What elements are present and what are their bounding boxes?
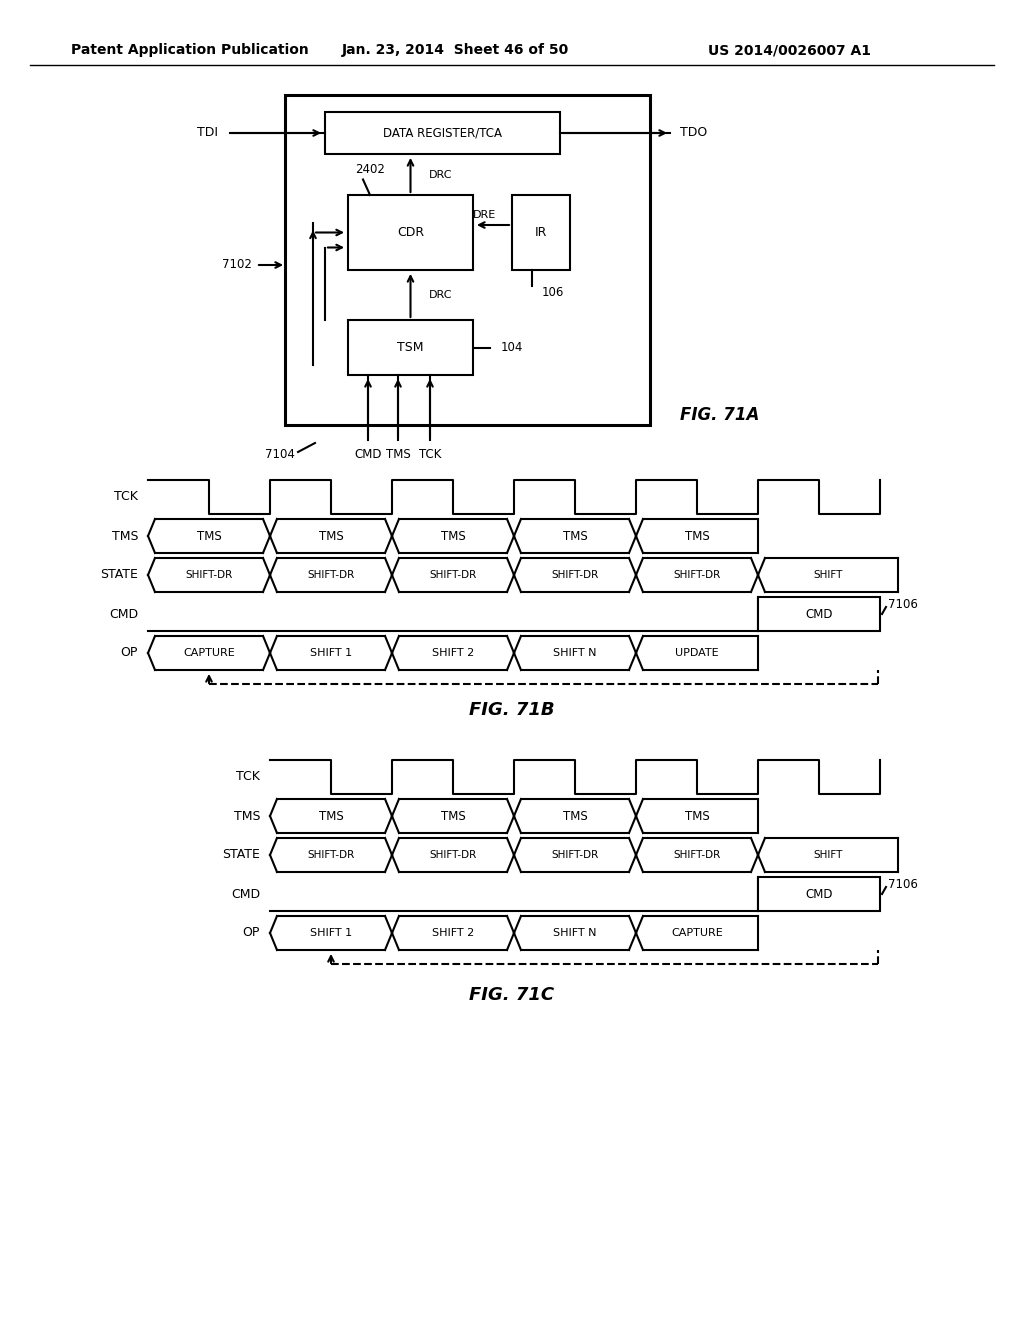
- Text: TMS: TMS: [440, 809, 465, 822]
- Text: CMD: CMD: [230, 887, 260, 900]
- Text: TMS: TMS: [197, 529, 221, 543]
- Text: TMS: TMS: [562, 809, 588, 822]
- Text: CMD: CMD: [805, 887, 833, 900]
- Text: TMS: TMS: [233, 809, 260, 822]
- Text: FIG. 71B: FIG. 71B: [469, 701, 555, 719]
- Text: TMS: TMS: [562, 529, 588, 543]
- Text: 7106: 7106: [888, 598, 918, 611]
- Text: TSM: TSM: [397, 341, 424, 354]
- Text: 2402: 2402: [355, 162, 385, 176]
- Text: TMS: TMS: [685, 809, 710, 822]
- Text: SHIFT-DR: SHIFT-DR: [551, 850, 599, 861]
- Text: CMD: CMD: [805, 607, 833, 620]
- Text: TMS: TMS: [112, 529, 138, 543]
- Text: CDR: CDR: [397, 226, 424, 239]
- Text: CAPTURE: CAPTURE: [671, 928, 723, 939]
- Text: CMD: CMD: [354, 449, 382, 462]
- Text: SHIFT 1: SHIFT 1: [310, 928, 352, 939]
- Bar: [512, 195, 570, 271]
- Text: DATA REGISTER/TCA: DATA REGISTER/TCA: [383, 127, 502, 140]
- Text: CAPTURE: CAPTURE: [183, 648, 234, 657]
- Text: TCK: TCK: [419, 449, 441, 462]
- Text: TMS: TMS: [440, 529, 465, 543]
- Bar: [348, 195, 473, 271]
- Text: TMS: TMS: [386, 449, 411, 462]
- Text: SHIFT-DR: SHIFT-DR: [307, 850, 354, 861]
- Bar: [285, 95, 650, 425]
- Text: SHIFT: SHIFT: [813, 570, 843, 579]
- Text: OP: OP: [121, 647, 138, 660]
- Text: SHIFT-DR: SHIFT-DR: [307, 570, 354, 579]
- Text: SHIFT 1: SHIFT 1: [310, 648, 352, 657]
- Text: DRE: DRE: [473, 210, 496, 220]
- Text: SHIFT N: SHIFT N: [553, 648, 597, 657]
- Text: SHIFT-DR: SHIFT-DR: [674, 850, 721, 861]
- Text: Jan. 23, 2014  Sheet 46 of 50: Jan. 23, 2014 Sheet 46 of 50: [341, 44, 568, 57]
- Text: TDO: TDO: [680, 127, 708, 140]
- Text: DRC: DRC: [428, 290, 452, 300]
- Text: TCK: TCK: [114, 491, 138, 503]
- Text: 106: 106: [542, 285, 564, 298]
- Text: FIG. 71C: FIG. 71C: [469, 986, 555, 1005]
- Text: FIG. 71A: FIG. 71A: [680, 407, 760, 424]
- Text: TMS: TMS: [685, 529, 710, 543]
- Text: Patent Application Publication: Patent Application Publication: [71, 44, 309, 57]
- Text: 7102: 7102: [222, 259, 252, 272]
- Text: TDI: TDI: [197, 127, 218, 140]
- Text: SHIFT-DR: SHIFT-DR: [429, 850, 476, 861]
- Bar: [758, 876, 880, 911]
- Text: UPDATE: UPDATE: [675, 648, 719, 657]
- Text: 7106: 7106: [888, 879, 918, 891]
- Text: SHIFT N: SHIFT N: [553, 928, 597, 939]
- Text: SHIFT-DR: SHIFT-DR: [674, 570, 721, 579]
- Text: OP: OP: [243, 927, 260, 940]
- Text: SHIFT-DR: SHIFT-DR: [429, 570, 476, 579]
- Text: 104: 104: [501, 341, 523, 354]
- Text: SHIFT 2: SHIFT 2: [432, 648, 474, 657]
- Text: SHIFT-DR: SHIFT-DR: [551, 570, 599, 579]
- Text: SHIFT 2: SHIFT 2: [432, 928, 474, 939]
- Text: STATE: STATE: [100, 569, 138, 582]
- Text: TMS: TMS: [318, 809, 343, 822]
- Bar: [325, 112, 560, 154]
- Text: US 2014/0026007 A1: US 2014/0026007 A1: [709, 44, 871, 57]
- Bar: [348, 319, 473, 375]
- Text: IR: IR: [535, 226, 547, 239]
- Text: 7104: 7104: [265, 449, 295, 462]
- Text: DRC: DRC: [428, 169, 452, 180]
- Text: SHIFT-DR: SHIFT-DR: [185, 570, 232, 579]
- Text: TMS: TMS: [318, 529, 343, 543]
- Text: SHIFT: SHIFT: [813, 850, 843, 861]
- Bar: [758, 597, 880, 631]
- Text: TCK: TCK: [237, 771, 260, 784]
- Text: STATE: STATE: [222, 849, 260, 862]
- Text: CMD: CMD: [109, 607, 138, 620]
